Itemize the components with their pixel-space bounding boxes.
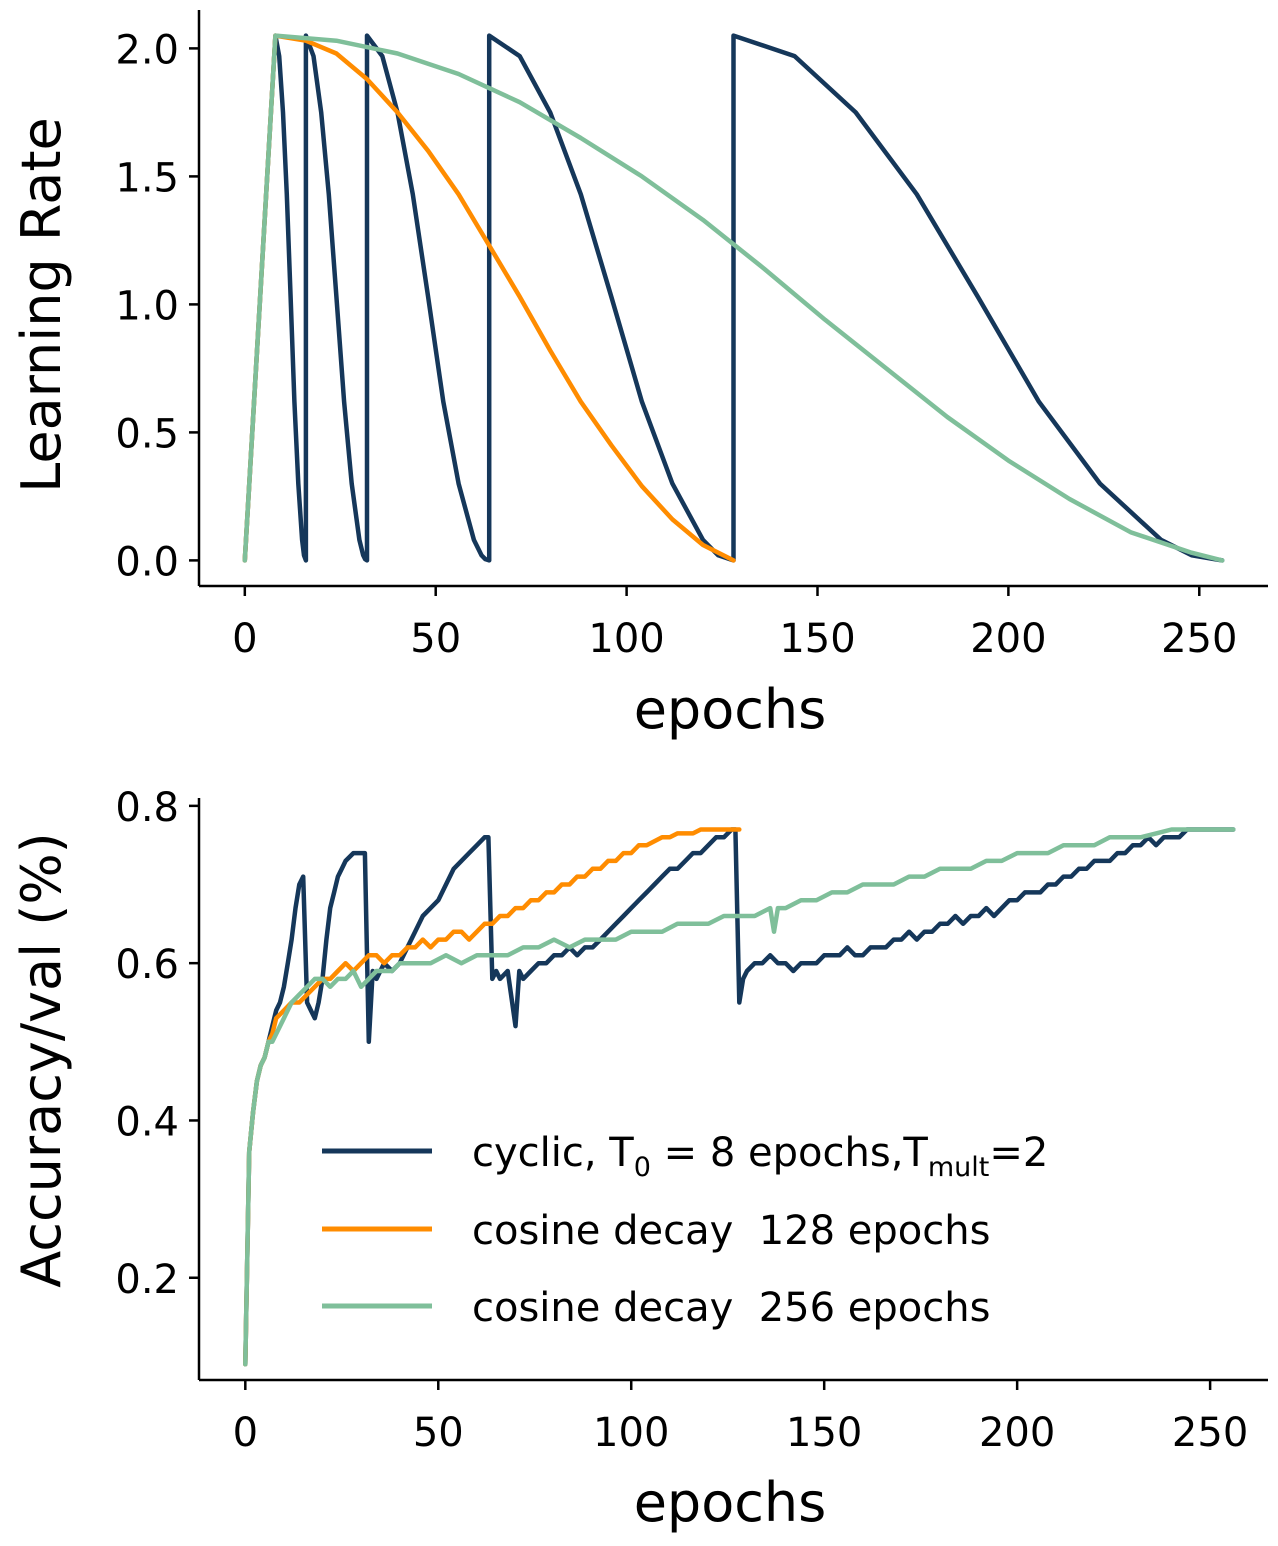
learning-rate-y-tick-label: 2.0 (115, 27, 179, 73)
learning-rate-line-cosine-256 (242, 33, 1225, 563)
accuracy-x-tick-label: 50 (413, 1410, 464, 1456)
legend-label-cosine-128: cosine decay 128 epochs (472, 1208, 990, 1254)
accuracy-line-cosine-128 (243, 827, 742, 1367)
accuracy-y-tick-label: 0.6 (115, 942, 179, 988)
learning-rate-series-group (242, 33, 1225, 563)
learning-rate-y-tick-label: 1.0 (115, 283, 179, 329)
learning-rate-y-tick-label: 0.5 (115, 411, 179, 457)
accuracy-x-axis-label: epochs (634, 1471, 827, 1534)
legend: cyclic, T0 = 8 epochs,Tmult=2 cosine dec… (322, 1130, 1048, 1331)
learning-rate-x-tick-label: 150 (779, 616, 855, 662)
accuracy-x-tick-label: 0 (233, 1410, 258, 1456)
learning-rate-x-tick-label: 100 (588, 616, 664, 662)
accuracy-x-tick-label: 150 (786, 1410, 862, 1456)
learning-rate-x-tick-label: 0 (232, 616, 257, 662)
learning-rate-y-axis-label: Learning Rate (10, 117, 73, 492)
learning-rate-x-tick-label: 200 (970, 616, 1046, 662)
learning-rate-line-cosine-128 (242, 33, 736, 563)
accuracy-y-axis-label: Accuracy/val (%) (10, 832, 73, 1287)
accuracy-series-group (243, 827, 1236, 1367)
legend-cyclic-sub-zero: 0 (634, 1152, 651, 1183)
accuracy-x-tick-label: 200 (979, 1410, 1055, 1456)
legend-label-cosine-256: cosine decay 256 epochs (472, 1285, 990, 1331)
legend-cyclic-prefix: cyclic, T (472, 1130, 634, 1176)
learning-rate-y-tick-label: 0.0 (115, 539, 179, 585)
learning-rate-chart: 0 50 100 150 200 250 0.0 0.5 1.0 1.5 2.0 epochs Le… (10, 10, 1268, 741)
legend-cyclic-mid: = 8 epochs,T (651, 1130, 928, 1176)
accuracy-x-tick-label: 100 (593, 1410, 669, 1456)
accuracy-chart: 0 50 100 150 200 250 0.2 0.4 0.6 0.8 epochs Accur… (10, 785, 1268, 1534)
accuracy-x-tick-label: 250 (1172, 1410, 1248, 1456)
accuracy-y-tick-label: 0.4 (115, 1099, 179, 1145)
learning-rate-ticks: 0 50 100 150 200 250 0.0 0.5 1.0 1.5 2.0 (115, 27, 1237, 662)
accuracy-y-tick-label: 0.8 (115, 785, 179, 831)
learning-rate-x-tick-label: 50 (410, 616, 461, 662)
accuracy-ticks: 0 50 100 150 200 250 0.2 0.4 0.6 0.8 (115, 785, 1248, 1456)
legend-label-cyclic: cyclic, T0 = 8 epochs,Tmult=2 (472, 1130, 1048, 1183)
legend-cyclic-suffix: =2 (989, 1130, 1048, 1176)
accuracy-line-cosine-256 (243, 827, 1236, 1367)
accuracy-line-cyclic (243, 827, 1236, 1367)
accuracy-y-tick-label: 0.2 (115, 1257, 179, 1303)
learning-rate-x-tick-label: 250 (1161, 616, 1237, 662)
learning-rate-x-axis-label: epochs (634, 678, 827, 741)
legend-cyclic-sub-mult: mult (928, 1152, 990, 1183)
learning-rate-y-tick-label: 1.5 (115, 155, 179, 201)
learning-rate-line-cyclic (242, 33, 1225, 563)
